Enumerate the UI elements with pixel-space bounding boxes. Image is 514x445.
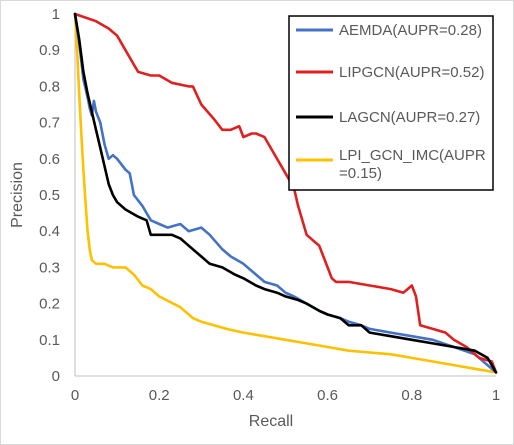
- legend-label: AEMDA(AUPR=0.28): [339, 22, 482, 39]
- x-tick-label: 0: [71, 387, 79, 404]
- legend-label: =0.15): [339, 165, 382, 182]
- y-tick-label: 0.2: [39, 296, 60, 313]
- y-tick-label: 1: [52, 6, 60, 23]
- y-tick-label: 0.1: [39, 332, 60, 349]
- y-tick-label: 0.3: [39, 259, 60, 276]
- x-tick-label: 0.8: [401, 387, 422, 404]
- legend-label: LIPGCN(AUPR=0.52): [339, 64, 484, 81]
- x-tick-label: 0.6: [317, 387, 338, 404]
- y-tick-label: 0.4: [39, 223, 60, 240]
- legend: AEMDA(AUPR=0.28) LIPGCN(AUPR=0.52) LAGCN(A…: [288, 15, 494, 191]
- y-tick-label: 0.6: [39, 151, 60, 168]
- series-line-2: [73, 12, 498, 374]
- series-layer: [73, 12, 498, 374]
- y-tick-label: 0.7: [39, 115, 60, 132]
- x-tick-label: 0.2: [149, 387, 170, 404]
- series-line-3: [73, 12, 498, 374]
- legend-label: LAGCN(AUPR=0.27): [339, 109, 480, 126]
- series-line-0: [73, 12, 498, 374]
- x-tick-label: 0.4: [233, 387, 254, 404]
- y-tick-label: 0.5: [39, 187, 60, 204]
- y-axis-title: Precision: [9, 162, 26, 228]
- y-tick-label: 0.8: [39, 78, 60, 95]
- legend-label: LPI_GCN_IMC(AUPR: [339, 147, 486, 164]
- x-tick-label: 1: [492, 387, 500, 404]
- axes: 0 0.2 0.4 0.6 0.8 1 0 0.1 0.2 0.3 0.4 0.5 0.6 0.7 0.8 0…: [39, 6, 500, 404]
- y-tick-label: 0: [52, 368, 60, 385]
- y-tick-label: 0.9: [39, 42, 60, 59]
- x-axis-title: Recall: [249, 413, 293, 430]
